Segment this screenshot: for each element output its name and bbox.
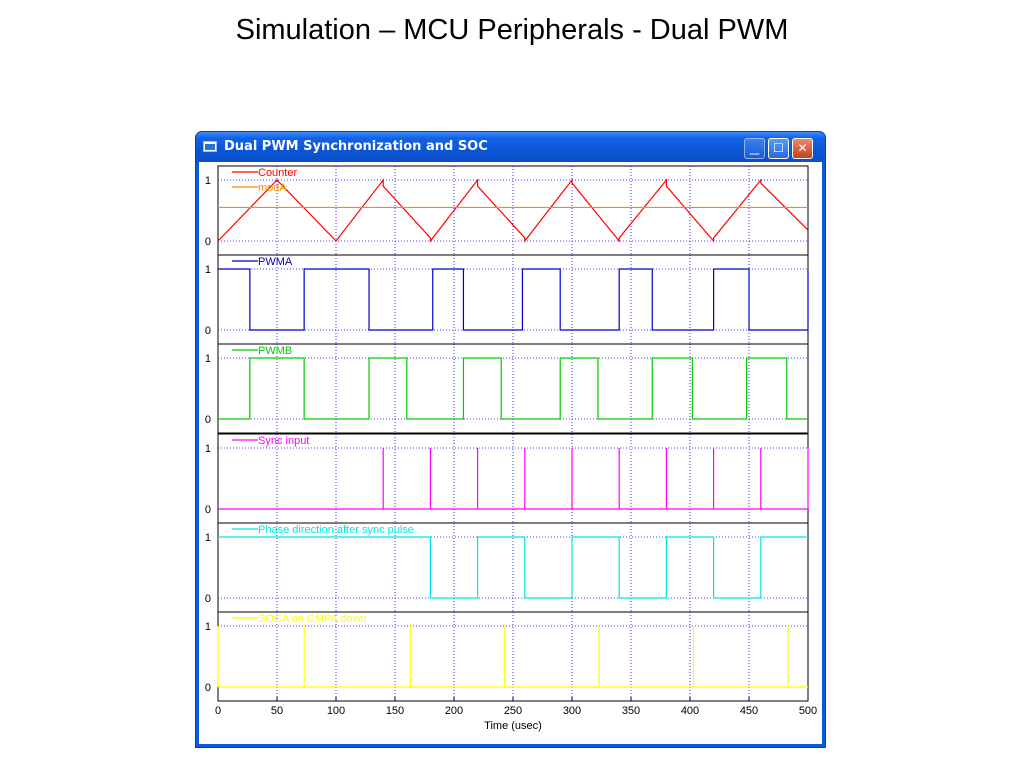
slide-title: Simulation – MCU Peripherals - Dual PWM <box>235 14 789 46</box>
x-tick-label: 400 <box>681 705 699 717</box>
pwmb-panel-series-line <box>218 357 808 420</box>
phase-panel-ytick-label: 0 <box>205 593 211 605</box>
x-tick-label: 0 <box>215 705 221 717</box>
counter-panel-series-line <box>217 178 809 243</box>
sync-panel-ytick-label: 1 <box>205 443 211 455</box>
counter-panel-ytick-label: 0 <box>205 236 211 248</box>
pwma-panel-series-line <box>218 268 809 331</box>
window-titlebar[interactable]: Dual PWM Synchronization and SOC ▁ ☐ ✕ <box>196 132 825 162</box>
phase-panel-frame <box>217 522 809 613</box>
x-tick-label: 50 <box>271 705 283 717</box>
pwma-panel-ytick-label: 0 <box>205 325 211 337</box>
x-tick-label: 100 <box>327 705 345 717</box>
soca-panel-ytick-label: 0 <box>205 682 211 694</box>
plot-window: Dual PWM Synchronization and SOC ▁ ☐ ✕ 1… <box>195 131 826 748</box>
window-title: Dual PWM Synchronization and SOC <box>224 139 488 154</box>
x-tick-label: 300 <box>563 705 581 717</box>
close-icon[interactable]: ✕ <box>792 138 813 159</box>
plot-area: 1 0 Counter modA 1 0 PWMA 1 0 PWMB 1 0 Sync input 1 0 P… <box>199 162 822 744</box>
phase-panel-series-line <box>218 536 808 599</box>
x-tick-label: 350 <box>622 705 640 717</box>
maximize-icon[interactable]: ☐ <box>768 138 789 159</box>
sync-panel-ytick-label: 0 <box>205 504 211 516</box>
soca-panel-legend-label: SOCA on CMPA down <box>258 613 367 625</box>
pwma-panel-legend-label: PWMA <box>258 256 293 268</box>
pwmb-panel-legend-label: PWMB <box>258 345 292 357</box>
pwmb-panel-frame <box>217 343 809 434</box>
x-tick-label: 150 <box>386 705 404 717</box>
x-tick-label: 450 <box>740 705 758 717</box>
soca-panel-ytick-label: 1 <box>205 621 211 633</box>
sync-panel-frame <box>217 433 809 524</box>
counter-panel-legend-label: Counter <box>258 167 297 179</box>
minimize-icon[interactable]: ▁ <box>744 138 765 159</box>
counter-panel-legend-label: modA <box>258 182 287 194</box>
counter-panel-frame <box>217 165 809 256</box>
window-app-icon[interactable] <box>203 141 217 152</box>
x-tick-label: 200 <box>445 705 463 717</box>
phase-panel-ytick-label: 1 <box>205 532 211 544</box>
x-tick-label: 500 <box>799 705 817 717</box>
sync-panel-legend-label: Sync input <box>258 435 309 447</box>
phase-panel-legend-label: Phase direction after sync pulse <box>258 524 414 536</box>
pwmb-panel-ytick-label: 1 <box>205 353 211 365</box>
pwmb-panel-ytick-label: 0 <box>205 414 211 426</box>
x-tick-label: 250 <box>504 705 522 717</box>
counter-panel-ytick-label: 1 <box>205 175 211 187</box>
soca-panel-frame <box>217 611 809 702</box>
dual-pwm-chart: 1 0 Counter modA 1 0 PWMA 1 0 PWMB 1 0 Sync input 1 0 P… <box>205 165 817 732</box>
x-axis-label: Time (usec) <box>484 720 542 732</box>
pwma-panel-ytick-label: 1 <box>205 264 211 276</box>
